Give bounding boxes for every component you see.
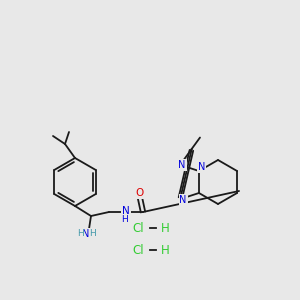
Text: O: O <box>136 188 144 198</box>
Text: H: H <box>160 244 169 256</box>
Text: H: H <box>76 230 83 238</box>
Text: H: H <box>160 221 169 235</box>
Text: Cl: Cl <box>132 244 144 256</box>
Text: H: H <box>90 230 96 238</box>
Text: N: N <box>122 206 130 216</box>
Text: N: N <box>178 160 186 170</box>
Text: Cl: Cl <box>132 221 144 235</box>
Text: H: H <box>122 214 128 224</box>
Text: N: N <box>179 195 187 205</box>
Text: N: N <box>198 162 206 172</box>
Text: N: N <box>82 229 90 239</box>
